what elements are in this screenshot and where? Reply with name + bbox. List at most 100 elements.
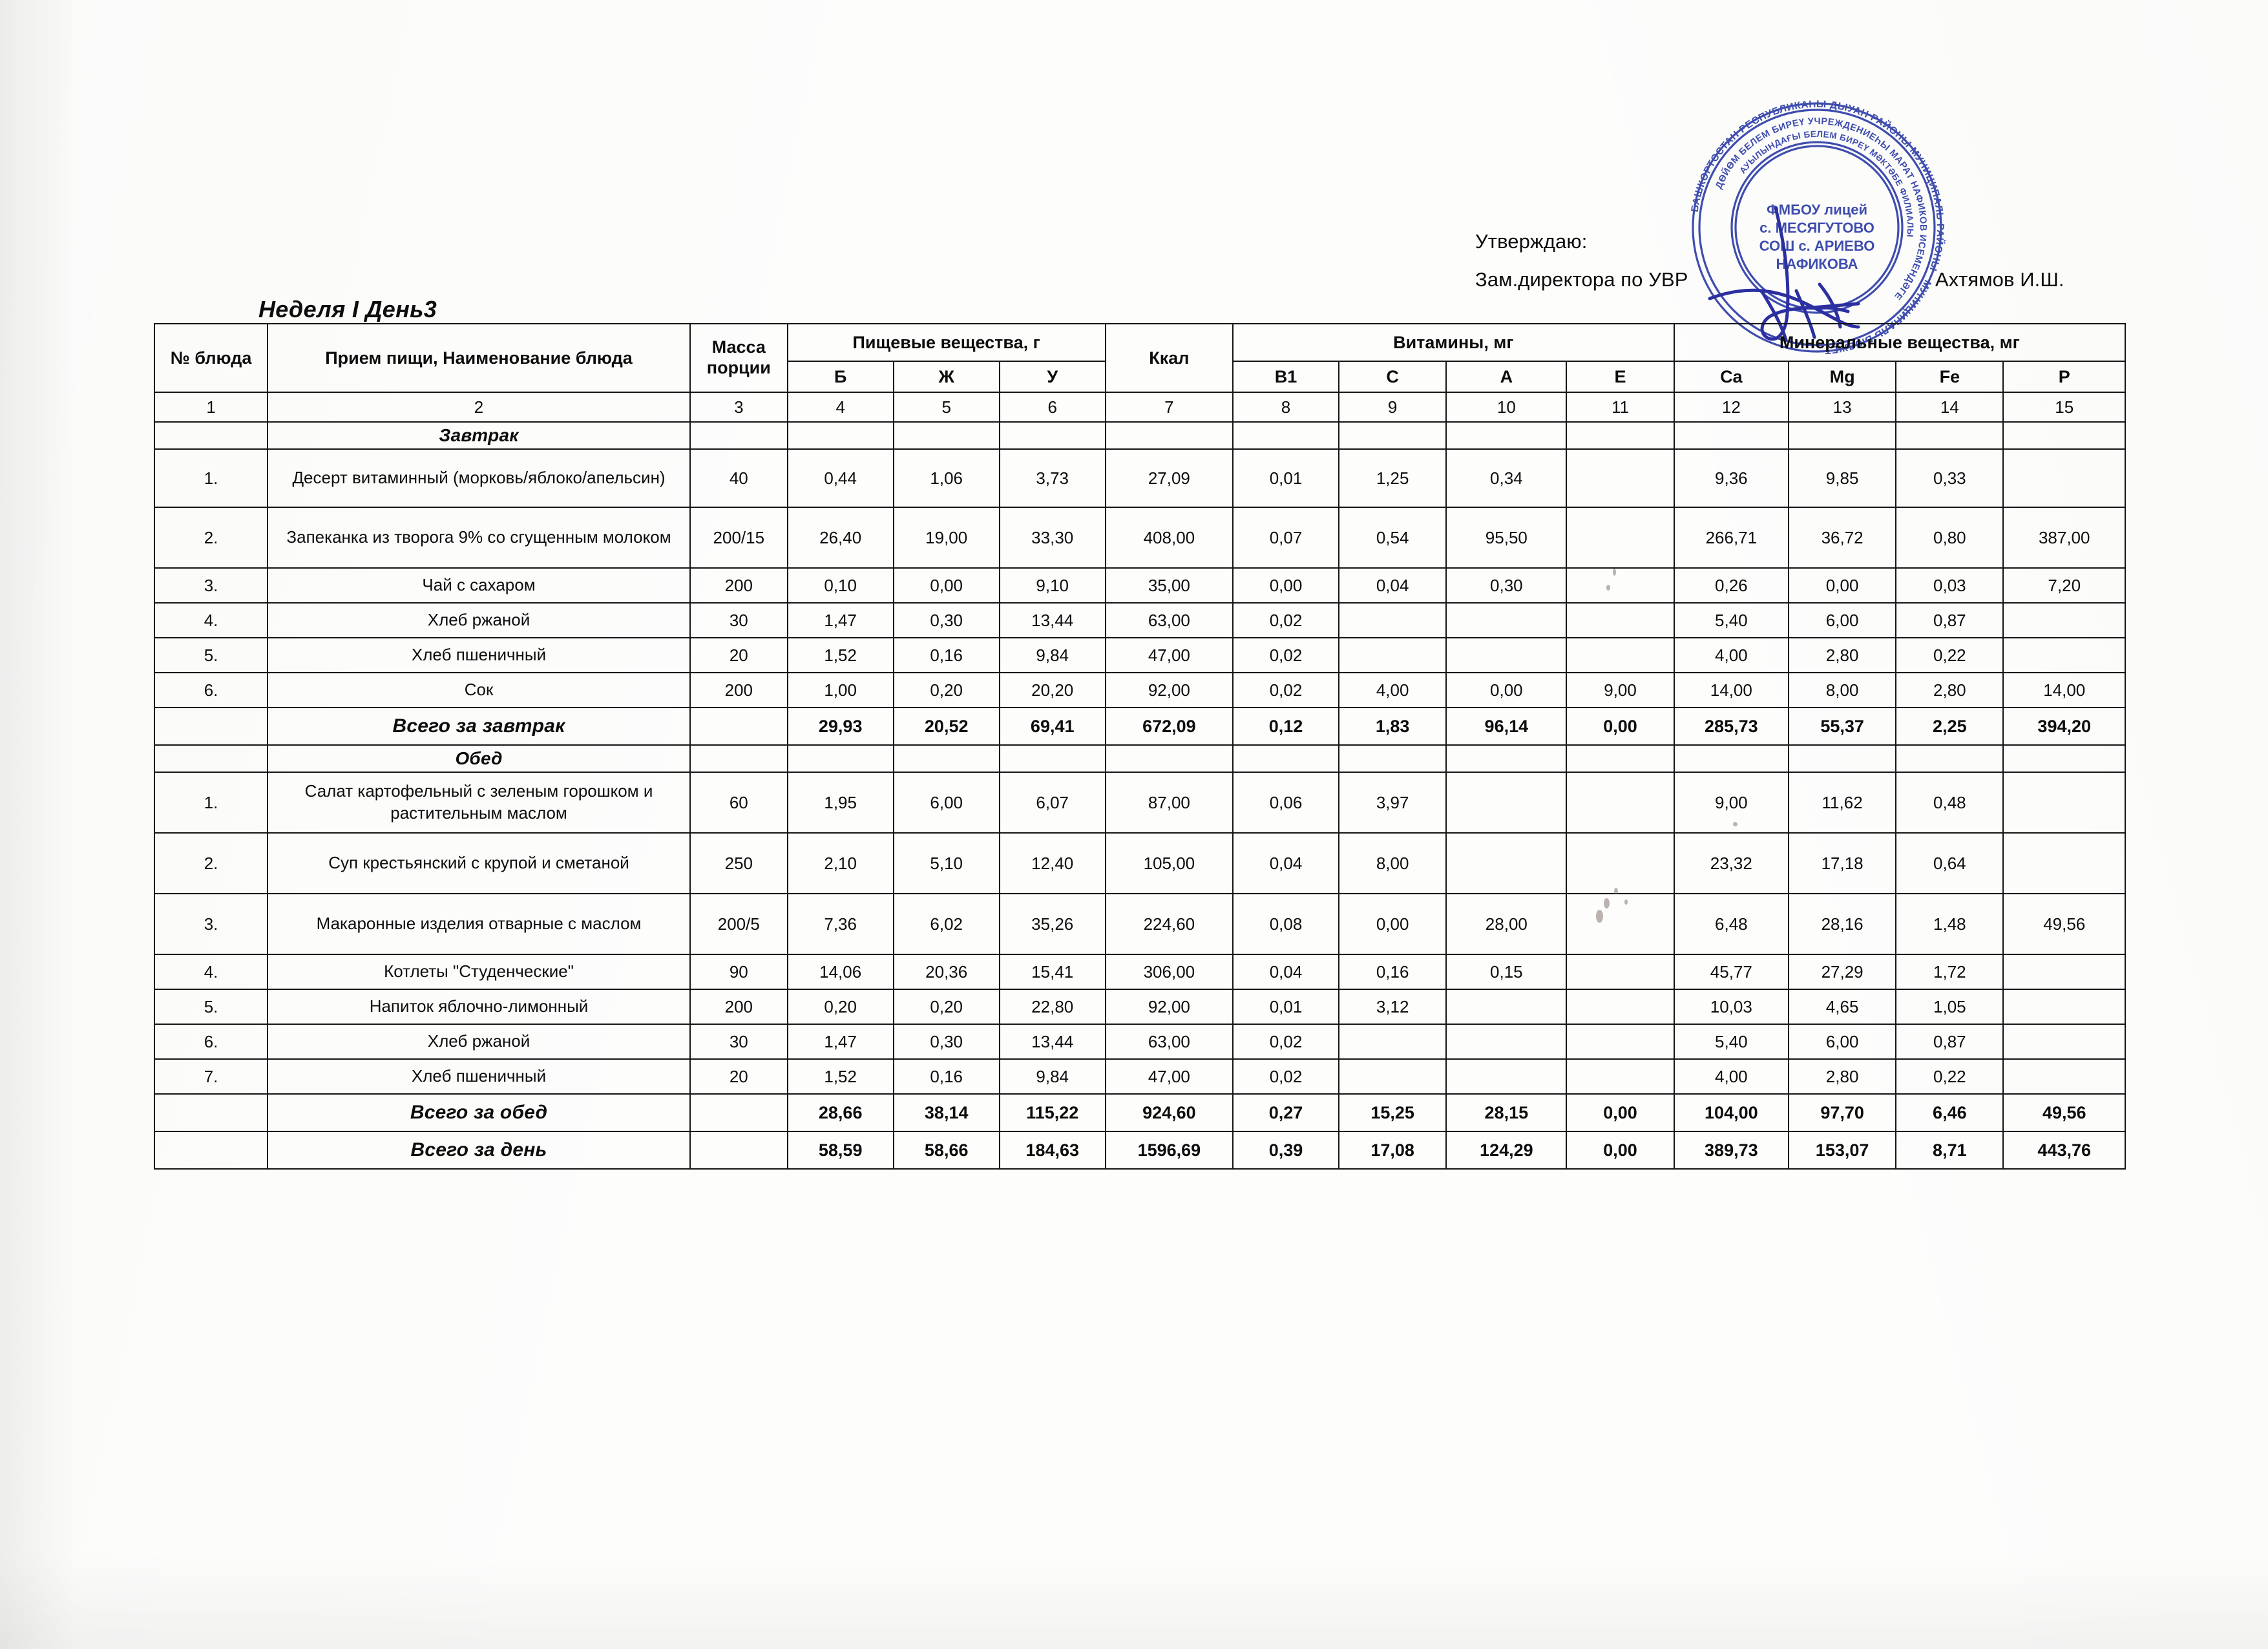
value-magnesium: 4,65 <box>1787 989 1897 1025</box>
portion-mass: 200/15 <box>689 507 788 569</box>
meal-row-empty <box>1673 421 1789 450</box>
value-vitamin-b1: 0,01 <box>1232 448 1340 508</box>
meal-header-row: Обед <box>153 744 2126 773</box>
meal-row-empty <box>1104 744 1234 773</box>
header-portion-mass-line1: Масса <box>711 337 766 357</box>
table-row: 3. Чай с сахаром 200 0,10 0,00 9,10 35,00 0,00 0… <box>153 567 2126 604</box>
header-row-columns: Б Ж У В1 С А Е Ca Mg Fe P <box>154 361 2126 393</box>
value-fat: 6,02 <box>892 893 1000 955</box>
value-vitamin-b1: 0,04 <box>1232 954 1340 990</box>
approval-block: Утверждаю: Зам.директора по УВР Ахтямов … <box>1475 227 2121 295</box>
dish-name: Макаронные изделия отварные с маслом <box>267 893 691 955</box>
value-protein: 0,20 <box>786 989 894 1025</box>
value-phosphorus: 49,56 <box>2002 893 2126 955</box>
table-row: 4. Котлеты "Студенческие" 90 14,06 20,36 15,4… <box>153 954 2126 990</box>
dish-number: 7. <box>153 1058 269 1095</box>
day-total-calcium: 389,73 <box>1673 1131 1789 1170</box>
meal-row-empty <box>786 744 894 773</box>
value-vitamin-b1: 0,07 <box>1232 507 1340 569</box>
value-phosphorus: 387,00 <box>2002 507 2126 569</box>
svg-text:АУЫЛЫНДАҒЫ БЕЛЕМ БИРЕҮ МӘКТӘБЕ: АУЫЛЫНДАҒЫ БЕЛЕМ БИРЕҮ МӘКТӘБЕ ФИЛИАЛЫ <box>1738 129 1915 238</box>
value-vitamin-e <box>1566 989 1675 1025</box>
table-row: 4. Хлеб ржаной 30 1,47 0,30 13,44 63,00 0,02 5,4… <box>153 602 2126 638</box>
approval-role: Зам.директора по УВР <box>1475 268 1688 291</box>
header-iron: Fe <box>1895 361 2004 393</box>
value-vitamin-e <box>1566 954 1675 990</box>
value-magnesium: 8,00 <box>1787 672 1897 708</box>
value-calcium: 5,40 <box>1673 1024 1789 1060</box>
value-fat: 5,10 <box>892 832 1000 894</box>
value-vitamin-e: 9,00 <box>1566 672 1675 708</box>
value-vitamin-c: 8,00 <box>1338 832 1447 894</box>
day-total-phosphorus: 443,76 <box>2002 1131 2126 1170</box>
dish-number: 3. <box>153 567 269 604</box>
header-minerals-group: Минеральные вещества, мг <box>1673 323 2126 362</box>
meal-row-empty <box>1338 744 1447 773</box>
meal-total-iron: 2,25 <box>1895 707 2004 746</box>
value-vitamin-a <box>1445 1024 1568 1060</box>
meal-total-vitamin-c: 1,83 <box>1338 707 1447 746</box>
value-phosphorus <box>2002 637 2126 673</box>
value-calcium: 266,71 <box>1673 507 1789 569</box>
colnum-9: 9 <box>1338 392 1447 423</box>
table-row: 5. Напиток яблочно-лимонный 200 0,20 0,20 22,… <box>153 989 2126 1025</box>
meal-row-empty <box>1566 421 1675 450</box>
value-magnesium: 28,16 <box>1787 893 1897 955</box>
value-fat: 0,30 <box>892 602 1000 638</box>
value-carbs: 9,84 <box>998 637 1106 673</box>
portion-mass: 30 <box>689 602 788 638</box>
value-carbs: 15,41 <box>998 954 1106 990</box>
portion-mass: 40 <box>689 448 788 508</box>
value-phosphorus <box>2002 772 2126 834</box>
table-row: 1. Салат картофельный с зеленым горошком … <box>153 772 2126 834</box>
table-row: 6. Сок 200 1,00 0,20 20,20 92,00 0,02 4,00 0,00 9,… <box>153 672 2126 708</box>
portion-mass: 60 <box>689 772 788 834</box>
value-iron: 0,48 <box>1895 772 2004 834</box>
value-magnesium: 0,00 <box>1787 567 1897 604</box>
value-vitamin-e <box>1566 507 1675 569</box>
value-vitamin-a <box>1445 602 1568 638</box>
dish-name: Котлеты "Студенческие" <box>267 954 691 990</box>
meal-row-empty <box>1338 421 1447 450</box>
table-row: 6. Хлеб ржаной 30 1,47 0,30 13,44 63,00 0,02 5,4… <box>153 1024 2126 1060</box>
value-kcal: 63,00 <box>1104 1024 1234 1060</box>
value-vitamin-c <box>1338 637 1447 673</box>
value-vitamin-e <box>1566 602 1675 638</box>
value-vitamin-a: 0,15 <box>1445 954 1568 990</box>
value-calcium: 45,77 <box>1673 954 1789 990</box>
dish-name: Салат картофельный с зеленым горошком и … <box>267 772 691 834</box>
meal-label: Завтрак <box>267 421 691 450</box>
value-vitamin-a <box>1445 989 1568 1025</box>
value-vitamin-a: 28,00 <box>1445 893 1568 955</box>
value-iron: 0,22 <box>1895 1058 2004 1095</box>
meal-total-fat: 20,52 <box>892 707 1000 746</box>
header-phosphorus: P <box>2002 361 2126 393</box>
dish-name: Чай с сахаром <box>267 567 691 604</box>
value-iron: 1,48 <box>1895 893 2004 955</box>
value-phosphorus <box>2002 989 2126 1025</box>
dish-number: 1. <box>153 772 269 834</box>
value-carbs: 6,07 <box>998 772 1106 834</box>
value-vitamin-e <box>1566 772 1675 834</box>
value-carbs: 9,84 <box>998 1058 1106 1095</box>
dish-name: Хлеб пшеничный <box>267 637 691 673</box>
colnum-4: 4 <box>786 392 894 423</box>
portion-mass: 90 <box>689 954 788 990</box>
dish-name: Запеканка из творога 9% со сгущенным мол… <box>267 507 691 569</box>
value-carbs: 33,30 <box>998 507 1106 569</box>
value-kcal: 92,00 <box>1104 989 1234 1025</box>
value-vitamin-c: 3,97 <box>1338 772 1447 834</box>
meal-row-empty <box>1787 744 1897 773</box>
value-phosphorus <box>2002 448 2126 508</box>
value-iron: 0,80 <box>1895 507 2004 569</box>
meal-row-empty <box>1104 421 1234 450</box>
value-vitamin-a <box>1445 1058 1568 1095</box>
value-calcium: 5,40 <box>1673 602 1789 638</box>
value-vitamin-e <box>1566 637 1675 673</box>
value-fat: 0,00 <box>892 567 1000 604</box>
portion-mass: 30 <box>689 1024 788 1060</box>
meal-row-empty <box>689 744 788 773</box>
header-vitamin-b1: В1 <box>1232 361 1340 393</box>
header-kcal: Ккал <box>1104 323 1234 393</box>
value-kcal: 105,00 <box>1104 832 1234 894</box>
